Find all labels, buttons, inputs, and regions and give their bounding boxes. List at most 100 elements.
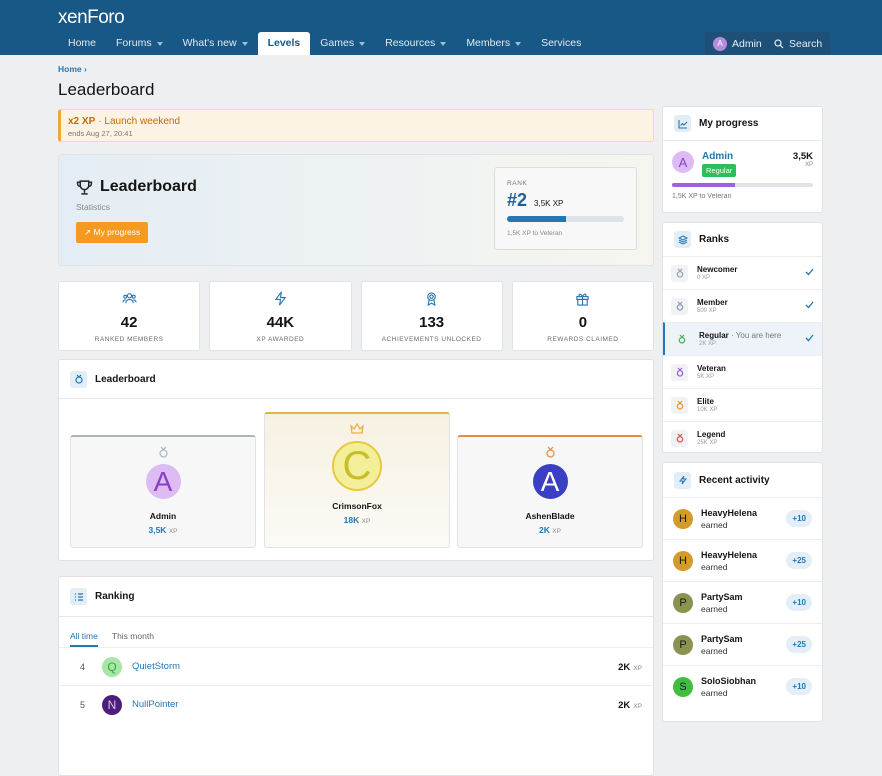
podium-card: C CrimsonFox 18K XP [264,412,450,548]
nav-label: Resources [385,37,436,49]
stat-value: 44K [266,314,295,331]
nav-tab[interactable]: Forums [106,32,173,55]
nav-tab[interactable]: Resources [375,32,456,55]
panel-header: Leaderboard [59,360,653,399]
panel-title: My progress [699,118,759,129]
rank-title: Legend [697,430,725,439]
nav-tab[interactable]: Home [58,32,106,55]
hero-heading: Leaderboard [76,178,197,196]
notice-text: · Launch weekend [98,116,181,127]
rank-name: Elite [697,397,714,406]
rank-label: RANK [507,180,528,187]
member-name[interactable]: Admin [149,511,177,521]
activity-action: earned [701,687,728,698]
rank-icon [673,330,690,348]
member-name[interactable]: NullPointer [132,699,179,710]
xp-value: 3,5K [792,151,813,162]
xp-value: 3,5K [148,525,167,535]
xp-pill: +10 [786,678,812,695]
nav-label: Services [541,37,582,49]
user-name[interactable]: Admin [702,151,734,162]
ranking-tab[interactable]: This month [111,631,154,641]
nav-tab[interactable]: Levels [257,32,311,55]
rank-box: RANK #2 3,5K XP 1,5K XP to Veteran [494,167,637,250]
check-icon [805,333,814,345]
stat-label: ACHIEVEMENTS UNLOCKED [381,336,482,343]
member-name[interactable]: CrimsonFox [332,501,382,511]
stats: 42 RANKED MEMBERS 44K XP AWARDED 133 ACHIEVEM… [58,281,654,351]
hero: Leaderboard Statistics ↗ My progress RAN… [58,154,654,266]
activity-text: SoloSiobhan earned [701,676,756,698]
stat-label: XP AWARDED [256,336,305,343]
nav-label: Games [320,37,355,49]
nav-tab[interactable]: Members [456,32,531,55]
rank-note: · You are here [731,331,782,340]
rank-row: Legend 25K XP [663,421,822,452]
stat-label: REWARDS CLAIMED [547,336,619,343]
xp-unit: XP [361,518,371,525]
chart-icon [674,115,691,132]
stat-icon [513,291,653,309]
stat-icon [362,291,502,309]
rank-title: Elite [697,397,717,406]
xp-pill: +10 [786,594,812,611]
xp-pill: +25 [786,552,812,569]
member-name[interactable]: HeavyHelena [701,549,758,560]
panel-header: My progress [663,107,822,141]
breadcrumb-link[interactable]: Home [58,64,82,74]
crown-icon [265,422,449,438]
stat-value: 0 [578,314,588,331]
my-progress-panel: My progress A Admin Regular 3,5K XP 1,5K… [662,106,823,213]
member-name[interactable]: HeavyHelena [701,507,758,518]
xp-unit: XP [552,528,561,535]
logo[interactable]: xenForo [58,7,125,28]
ranking-tab[interactable]: All time [70,631,98,647]
progress-hint: 1,5K XP to Veteran [672,193,732,200]
notice: x2 XP · Launch weekend ends Aug 27, 20:4… [58,109,654,142]
activity-row: S SoloSiobhan earned +10 [663,665,822,707]
medal-icon [71,446,255,461]
rank-icon [671,264,688,282]
rank-name: Legend [697,430,726,439]
caret [515,41,522,46]
member-name[interactable]: PartySam [701,591,743,602]
search-button[interactable]: Search [766,32,831,55]
nav-label: Levels [267,37,301,49]
member-name[interactable]: AshenBlade [525,511,575,521]
rank-hint: 1,5K XP to Veteran [507,230,563,237]
nav-tab[interactable]: Games [310,32,375,55]
check-icon [805,267,814,279]
activity-action: earned [701,519,728,530]
rank-xp: 5K XP [697,374,715,380]
rank: #2 [507,190,528,210]
avatar: A [145,464,181,499]
breadcrumb[interactable]: Home › [58,64,87,74]
xp-value: 18K [343,515,360,525]
podium-card: A AshenBlade 2K XP [457,435,643,548]
ranking-tabs: All time This month [59,617,653,647]
avatar: H [673,508,693,529]
check-icon [805,300,814,312]
ranking-panel: Ranking All time This month 4 Q QuietStorm 2… [58,576,654,776]
user-button[interactable]: A Admin [705,32,770,55]
panel-header: Ranks [663,223,822,256]
rank-text: Veteran 5K XP [697,364,726,380]
rank-name: Regular [699,331,729,340]
member-name[interactable]: PartySam [701,633,743,644]
nav-tab[interactable]: Services [531,32,591,55]
caret [241,41,248,46]
member-name[interactable]: QuietStorm [132,661,181,672]
member-name[interactable]: SoloSiobhan [701,675,756,686]
activity-row: P PartySam earned +10 [663,581,822,623]
activity-text: HeavyHelena earned [701,508,757,530]
avatar: P [673,592,693,613]
rank-xp: 25K XP [697,440,718,446]
nav-tab[interactable]: What's new [173,32,258,55]
panel-title: Ranks [699,234,730,245]
progress-button[interactable]: ↗ My progress [76,222,149,243]
rank-icon [671,429,688,447]
rank-row: Veteran 5K XP [663,355,822,388]
panel-header: Recent activity [663,463,822,497]
nav-label: Home [68,37,97,49]
main: Home › Leaderboard x2 XP · Launch weeken… [58,55,654,776]
